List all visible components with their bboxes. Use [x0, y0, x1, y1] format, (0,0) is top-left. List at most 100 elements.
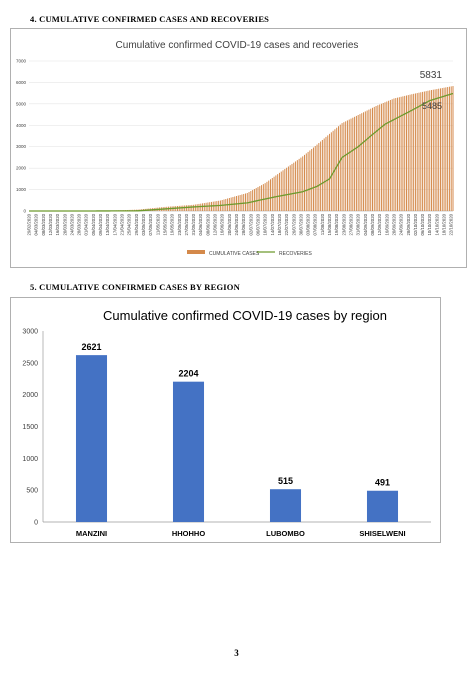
x-tick-label: 30/07/2020 — [298, 213, 303, 235]
cases-bar — [373, 106, 375, 211]
x-tick-label: 01/04/2020 — [84, 213, 89, 235]
cases-bar — [287, 166, 289, 211]
category-label: LUBOMBO — [266, 529, 305, 538]
bar-value-label: 491 — [375, 478, 390, 488]
x-tick-label: 11/08/2020 — [320, 213, 325, 235]
x-tick-label: 08/03/2020 — [41, 213, 46, 235]
cases-bar — [438, 88, 440, 211]
x-tick-label: 07/05/2020 — [148, 213, 153, 235]
cases-end-label: 5831 — [420, 70, 443, 81]
cases-bar — [330, 132, 332, 211]
cases-bar — [198, 203, 200, 211]
cases-bar — [321, 139, 323, 211]
x-tick-label: 19/05/2020 — [170, 213, 175, 235]
x-tick-label: 27/05/2020 — [184, 213, 189, 235]
x-tick-label: 16/09/2020 — [384, 213, 389, 235]
cases-bar — [379, 104, 381, 211]
x-tick-label: 12/03/2020 — [48, 213, 53, 235]
cases-bar — [327, 135, 329, 211]
cases-bar — [445, 87, 447, 211]
bar-value-label: 2621 — [81, 342, 101, 352]
x-tick-label: 27/08/2020 — [349, 213, 354, 235]
cases-bar — [397, 97, 399, 211]
x-tick-label: 11/05/2020 — [155, 213, 160, 235]
cases-bar — [253, 189, 255, 211]
cases-bar — [343, 122, 345, 211]
cases-bar — [307, 151, 309, 211]
cases-bar — [255, 188, 257, 211]
x-tick-label: 20/06/2020 — [227, 213, 232, 235]
cases-bar — [325, 136, 327, 211]
cases-bar — [431, 90, 433, 211]
x-tick-label: 24/06/2020 — [234, 213, 239, 235]
cases-bar — [447, 87, 449, 211]
cases-bar — [377, 105, 379, 211]
x-tick-label: 18/10/2020 — [442, 213, 447, 235]
x-tick-label: 02/07/2020 — [248, 213, 253, 235]
x-tick-label: 03/08/2020 — [306, 213, 311, 235]
x-tick-label: 17/04/2020 — [112, 213, 117, 235]
cases-bar — [311, 148, 313, 211]
cases-bar — [450, 86, 452, 211]
cases-bar — [366, 110, 368, 211]
region-bar — [366, 490, 399, 522]
cases-bar — [282, 170, 284, 211]
x-tick-label: 28/09/2020 — [406, 213, 411, 235]
x-tick-label: 06/07/2020 — [255, 213, 260, 235]
cases-bar — [361, 113, 363, 211]
cases-bar — [280, 171, 282, 211]
x-tick-label: 20/03/2020 — [62, 213, 67, 235]
x-tick-label: 13/04/2020 — [105, 213, 110, 235]
cases-bar — [309, 150, 311, 211]
cases-bar — [372, 107, 373, 211]
x-tick-label: 04/03/2020 — [34, 213, 39, 235]
cases-bar — [329, 133, 331, 211]
y-tick-label: 6000 — [16, 80, 27, 85]
x-tick-label: 23/05/2020 — [177, 213, 182, 235]
cases-bar — [293, 162, 295, 211]
cases-bar — [434, 89, 436, 211]
cases-bar — [202, 203, 204, 211]
cases-bar — [398, 97, 400, 211]
cases-bar — [338, 126, 339, 211]
y-tick-label: 1500 — [22, 424, 38, 431]
x-tick-label: 15/08/2020 — [327, 213, 332, 235]
cases-bar — [364, 111, 366, 211]
x-tick-label: 03/05/2020 — [141, 213, 146, 235]
cases-bar — [305, 153, 307, 211]
cases-bar — [443, 87, 445, 211]
legend-swatch-cases — [187, 250, 205, 254]
cases-bar — [196, 204, 198, 211]
cases-bar — [391, 99, 393, 211]
cases-bar — [414, 93, 416, 211]
bar-value-label: 2204 — [178, 369, 198, 379]
cases-bar — [357, 115, 359, 211]
cases-bar — [389, 100, 391, 211]
x-tick-label: 16/06/2020 — [220, 213, 225, 235]
y-tick-label: 0 — [23, 209, 26, 214]
cases-bar — [341, 123, 343, 211]
y-tick-label: 500 — [26, 488, 38, 495]
cases-bar — [300, 157, 302, 211]
cases-bar — [359, 114, 361, 211]
x-tick-label: 12/06/2020 — [213, 213, 218, 235]
cases-bar — [400, 96, 402, 211]
y-tick-label: 3000 — [22, 329, 38, 336]
cases-bar — [312, 147, 314, 211]
x-tick-label: 28/06/2020 — [241, 213, 246, 235]
cases-bar — [432, 89, 434, 211]
cases-bar — [407, 95, 409, 211]
cases-bar — [448, 86, 450, 211]
x-tick-label: 08/09/2020 — [370, 213, 375, 235]
recoveries-end-label: 5485 — [422, 101, 442, 111]
y-tick-label: 1000 — [22, 456, 38, 463]
cases-bar — [295, 161, 297, 211]
cases-bar — [345, 121, 347, 211]
chart-legend: CUMULATIVE CASES RECOVERIES — [187, 250, 312, 257]
x-tick-label: 19/08/2020 — [334, 213, 339, 235]
x-tick-label: 04/06/2020 — [198, 213, 203, 235]
cases-bar — [368, 109, 370, 211]
region-bar — [269, 489, 302, 522]
cases-bar — [291, 163, 293, 211]
cases-bar — [316, 144, 318, 211]
